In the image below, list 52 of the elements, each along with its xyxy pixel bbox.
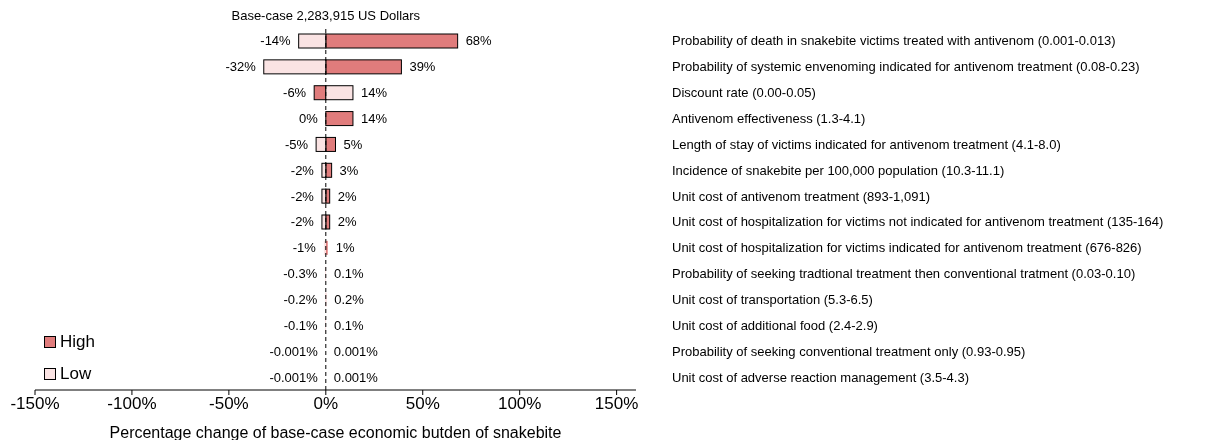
data-label: -0.001% [269, 343, 319, 359]
legend-label: Low [60, 364, 92, 384]
data-label: 3% [339, 162, 359, 178]
x-tick-label: -150% [10, 394, 60, 414]
y-tick-label: Antivenom effectiveness (1.3-4.1) [672, 111, 866, 127]
y-tick-label: Unit cost of antivenom treatment (893-1,091) [672, 188, 930, 204]
data-label: 0.1% [334, 266, 365, 282]
data-label: 2% [337, 214, 357, 230]
y-tick-label: Probability of death in snakebite victims treated with antivenom (0.001-0.013) [672, 33, 1116, 49]
y-tick-label: Length of stay of victims indicated for antivenom treatment (4.1-8.0) [672, 136, 1061, 152]
chart-title: Base-case 2,283,915 US Dollars [231, 8, 421, 23]
y-tick-label: Unit cost of transportation (5.3-6.5) [672, 292, 873, 308]
y-tick-label: Unit cost of hospitalization for victims not indicated for antivenom treatment (135-164) [672, 214, 1164, 230]
data-label: -32% [225, 59, 257, 75]
data-label: 14% [360, 111, 388, 127]
data-label: -0.001% [269, 369, 319, 385]
data-label: -2% [290, 188, 315, 204]
data-label: -6% [283, 85, 307, 101]
data-label: -2% [290, 214, 315, 230]
data-label: 0.001% [333, 369, 379, 385]
data-label: 0.001% [333, 343, 379, 359]
data-label: 0.2% [334, 292, 365, 308]
y-tick-label: Unit cost of hospitalization for victims indicated for antivenom treatment (676-826) [672, 240, 1142, 256]
y-tick-label: Probability of seeking tradtional treatment then conventional tratment (0.03-0.10) [672, 266, 1136, 282]
data-label: 0% [299, 111, 319, 127]
x-tick-label: 50% [405, 394, 440, 414]
data-label: -0.2% [283, 292, 318, 308]
data-label: 5% [343, 136, 363, 152]
x-tick-label: 100% [497, 394, 542, 414]
x-tick-label: 150% [594, 394, 639, 414]
data-label: -14% [260, 33, 292, 49]
data-label: -1% [292, 240, 317, 256]
x-tick-label: -100% [107, 394, 157, 414]
data-label: 68% [465, 33, 493, 49]
y-tick-label: Discount rate (0.00-0.05) [672, 85, 816, 101]
data-label: -0.1% [283, 317, 319, 333]
y-tick-label: Incidence of snakebite per 100,000 population (10.3-11.1) [672, 162, 1005, 178]
y-tick-label: Probability of seeking conventional treatment only (0.93-0.95) [672, 343, 1026, 359]
y-tick-label: Unit cost of additional food (2.4-2.9) [672, 317, 878, 333]
data-label: -0.3% [283, 266, 318, 282]
data-label: 14% [360, 85, 388, 101]
data-label: -2% [290, 162, 315, 178]
data-label: 1% [335, 240, 355, 256]
data-label: 0.1% [334, 317, 365, 333]
y-tick-label: Unit cost of adverse reaction management (3.5-4.3) [672, 369, 969, 385]
data-label: 2% [337, 188, 357, 204]
data-label: -5% [284, 136, 309, 152]
data-label: 39% [409, 59, 436, 75]
x-tick-label: -50% [209, 394, 249, 414]
x-tick-label: 0% [313, 394, 339, 414]
legend-label: High [60, 332, 95, 352]
y-tick-label: Probability of systemic envenoming indicated for antivenom treatment (0.08-0.23) [672, 59, 1140, 75]
